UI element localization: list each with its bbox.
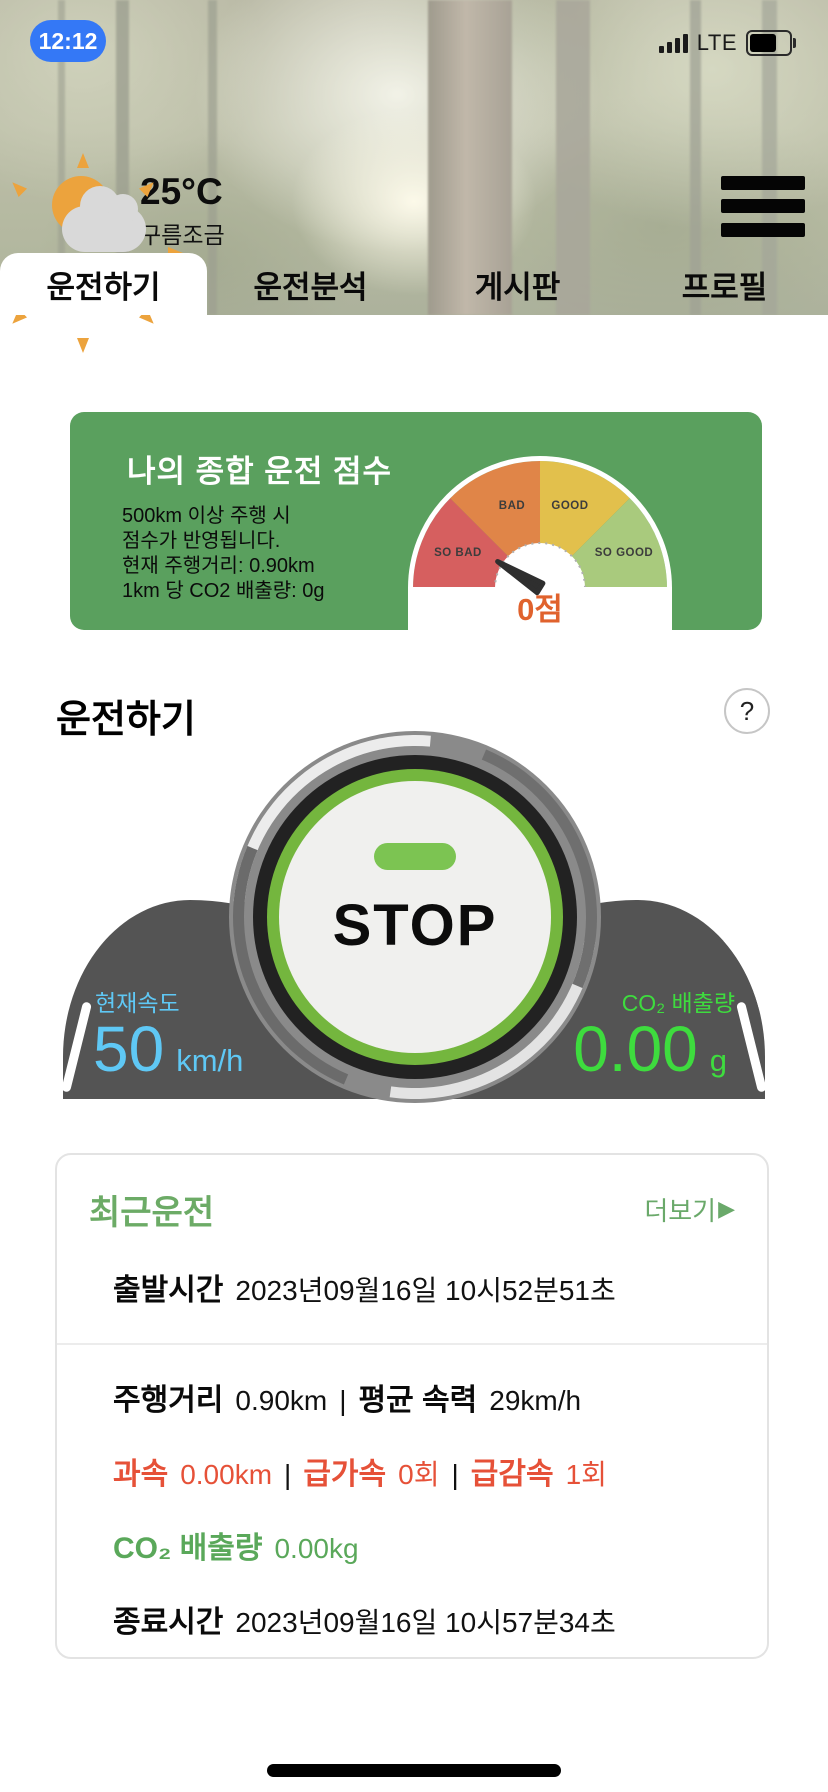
gauge-label-bad: BAD [499,500,525,512]
gauge-needle [495,559,546,596]
stop-button-face: STOP [279,781,551,1053]
more-link[interactable]: 더보기 ▶ [644,1191,735,1228]
avg-speed-value: 29km/h [489,1385,582,1416]
stop-button[interactable]: STOP [158,660,672,1174]
end-time-value: 2023년09월16일 10시57분34초 [235,1607,616,1638]
score-card-title: 나의 종합 운전 점수 [127,454,392,489]
hard-decel-value: 1회 [565,1459,607,1490]
status-icons: LTE [658,30,796,56]
cloud-icon [62,186,146,252]
recent-card-title: 최근운전 [89,1193,215,1232]
menu-icon[interactable] [721,176,805,238]
overspeed-value: 0.00km [180,1459,273,1490]
co2-row: CO₂ 배출량 0.00kg [113,1523,735,1567]
score-card: 나의 종합 운전 점수 500km 이상 주행 시 점수가 반영됩니다. 현재 … [70,412,762,630]
home-indicator[interactable] [267,1764,561,1777]
start-time-label: 출발시간 [113,1274,224,1307]
gauge-base [408,587,672,630]
score-card-description: 500km 이상 주행 시 점수가 반영됩니다. 현재 주행거리: 0.90km… [122,504,325,604]
distance-label: 주행거리 [113,1384,224,1417]
gauge-label-so-good: SO GOOD [595,547,653,559]
tab-profile[interactable]: 프로필 [681,269,768,305]
battery-nub [793,38,796,48]
speed-gauge-label: 현재속도 [95,990,180,1016]
speed-unit: km/h [176,1043,244,1078]
speed-gauge-value: 50 km/h [93,1014,243,1084]
status-time-pill: 12:12 [30,20,106,62]
tree-trunk [428,0,512,315]
tab-analysis[interactable]: 운전분석 [253,269,368,305]
co2-emission-label: CO₂ 배출량 [113,1532,263,1565]
score-gauge: SO BAD BAD GOOD SO GOOD 0점 [408,456,672,630]
end-time-row: 종료시간 2023년09월16일 10시57분34초 [113,1597,735,1641]
gauge-label-so-bad: SO BAD [434,547,482,559]
score-desc-line: 1km 당 CO2 배출량: 0g [122,580,325,602]
co2-gauge-value: 0.00 g [573,1014,727,1084]
recent-driving-card: 최근운전 더보기 ▶ 출발시간 2023년09월16일 10시52분51초 주행… [55,1153,769,1659]
distance-row: 주행거리 0.90km | 평균 속력 29km/h [113,1375,735,1419]
distance-value: 0.90km [235,1385,328,1416]
tab-drive[interactable]: 운전하기 [0,253,207,315]
weather-condition-label: 구름조금 [140,222,225,248]
stop-button-label: STOP [332,893,498,958]
gauge-highlight [736,1001,767,1093]
overspeed-label: 과속 [113,1458,169,1491]
tab-bar: 운전하기 운전분석 게시판 프로필 [0,253,828,315]
gauge-label-good: GOOD [551,500,588,512]
gauge-outline [408,456,672,589]
weather-text: 25°C 구름조금 [140,160,225,260]
chevron-right-icon: ▶ [718,1196,735,1221]
violations-row: 과속 0.00km | 급가속 0회 | 급감속 1회 [113,1449,735,1493]
tab-board[interactable]: 게시판 [474,269,561,305]
co2-number: 0.00 [573,1013,698,1085]
signal-strength-icon [658,33,688,53]
hard-accel-value: 0회 [398,1459,440,1490]
co2-gauge-label: CO₂ 배출량 [621,990,735,1016]
co2-unit: g [709,1043,727,1078]
more-link-label: 더보기 [644,1195,717,1226]
divider [57,1343,767,1345]
temperature-label: 25°C [140,171,223,212]
help-button[interactable]: ? [724,688,770,734]
battery-icon [746,30,796,56]
stop-button-indicator-pill [374,843,456,870]
drive-section-title: 운전하기 [56,699,196,741]
co2-emission-value: 0.00kg [274,1533,359,1564]
start-time-row: 출발시간 2023년09월16일 10시52분51초 [113,1265,735,1309]
score-desc-line: 현재 주행거리: 0.90km [122,555,315,577]
gauge-highlight [61,1001,92,1093]
network-type-label: LTE [696,30,737,55]
tree-trunk [690,0,701,315]
recent-card-header: 최근운전 더보기 ▶ [89,1189,735,1232]
score-desc-line: 점수가 반영됩니다. [122,530,281,552]
weather-widget: 25°C 구름조금 [28,153,225,260]
partly-cloudy-icon [28,153,138,260]
score-value: 0점 [517,592,563,627]
start-time-value: 2023년09월16일 10시52분51초 [235,1275,616,1306]
battery-fill [750,34,776,52]
tree-trunk [58,0,65,315]
avg-speed-label: 평균 속력 [358,1384,478,1417]
end-time-label: 종료시간 [113,1606,224,1639]
separator: | [339,1385,347,1416]
tree-trunk [556,0,590,315]
speed-number: 50 [93,1013,165,1085]
separator: | [451,1459,459,1490]
hard-decel-label: 급감속 [470,1458,554,1491]
hard-accel-label: 급가속 [303,1458,387,1491]
tree-trunk [208,0,217,315]
separator: | [284,1459,292,1490]
score-desc-line: 500km 이상 주행 시 [122,505,291,527]
